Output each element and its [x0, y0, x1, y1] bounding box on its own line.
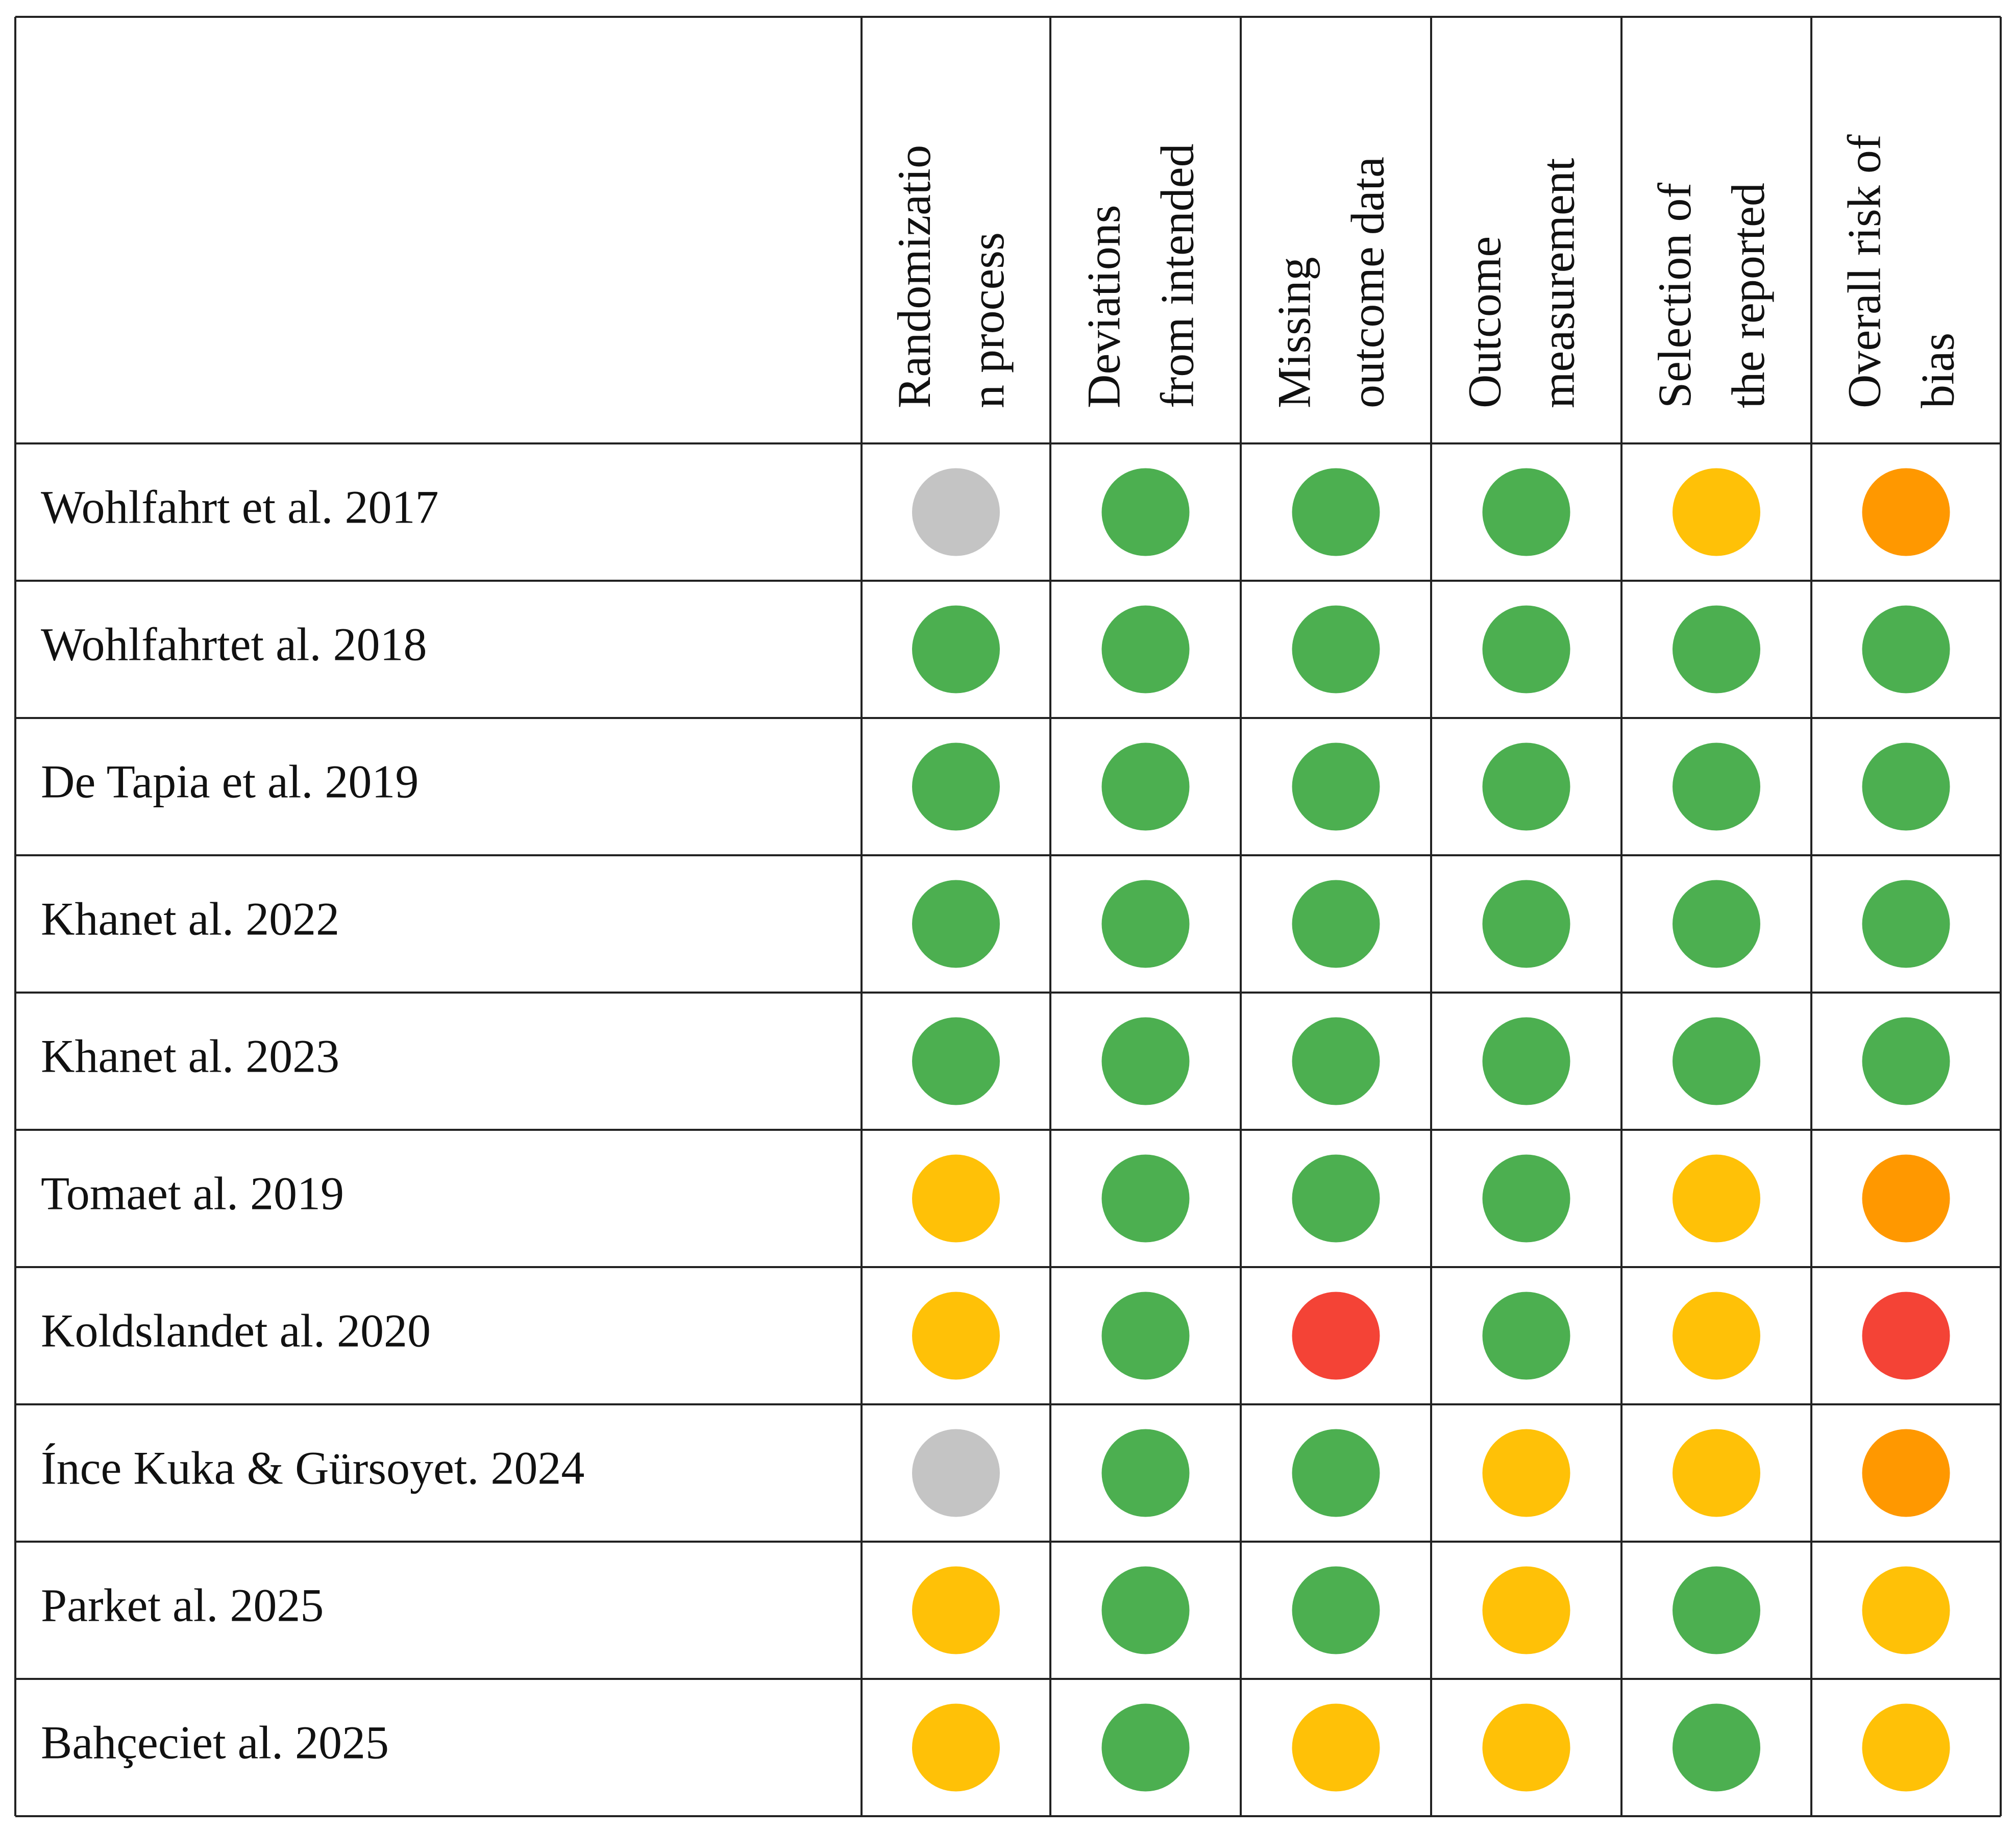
rating-dot — [1673, 742, 1760, 831]
rating-dot — [1482, 1429, 1570, 1517]
rating-dot — [1101, 1292, 1190, 1380]
rating-dot — [1482, 1292, 1570, 1380]
rating-dot — [912, 1154, 1000, 1243]
rating-dot — [1482, 1154, 1570, 1243]
column-header: Selection of — [1649, 183, 1701, 408]
rating-dot — [1673, 1292, 1760, 1380]
rating-dot — [1101, 1154, 1190, 1243]
rating-dot — [1862, 1292, 1950, 1380]
rating-dot — [1673, 1429, 1760, 1517]
study-name: Tomaet al. 2019 — [41, 1168, 344, 1220]
study-name: Koldslandet al. 2020 — [41, 1305, 431, 1357]
rating-dot — [1673, 880, 1760, 968]
column-header: Missing — [1268, 257, 1320, 408]
rating-dot — [1862, 1154, 1950, 1243]
rating-dot — [912, 1566, 1000, 1654]
rating-dot — [1292, 1292, 1380, 1380]
rating-dot — [1292, 742, 1380, 831]
rating-dot — [1101, 1017, 1190, 1105]
rating-dot — [1673, 1017, 1760, 1105]
rating-dot — [1862, 1703, 1950, 1792]
column-header: outcome data — [1342, 157, 1394, 408]
study-name: Wohlfahrt et al. 2017 — [41, 481, 438, 533]
column-header: Deviations — [1078, 205, 1130, 408]
rating-dot — [1673, 605, 1760, 694]
rating-dot — [1673, 1154, 1760, 1243]
study-name: Parket al. 2025 — [41, 1579, 324, 1631]
rating-dot — [1292, 1017, 1380, 1105]
study-name: De Tapia et al. 2019 — [41, 756, 419, 808]
rating-dot — [1101, 605, 1190, 694]
column-header: measurement — [1532, 158, 1584, 408]
rating-dot — [912, 742, 1000, 831]
rating-dot — [912, 1292, 1000, 1380]
column-header: from intended — [1151, 143, 1203, 408]
rating-dot — [912, 1703, 1000, 1792]
rating-dot — [1862, 1429, 1950, 1517]
study-name: Ínce Kuka & Gürsoyet. 2024 — [41, 1442, 584, 1494]
rating-dot — [1673, 468, 1760, 556]
column-header: Outcome — [1459, 236, 1511, 408]
rating-dot — [1862, 1566, 1950, 1654]
rating-dot — [1101, 468, 1190, 556]
rating-dot — [1482, 742, 1570, 831]
column-header: Overall risk of — [1838, 134, 1890, 408]
rating-dot — [1292, 1566, 1380, 1654]
column-header: the reported — [1722, 183, 1774, 408]
rating-dot — [1482, 1017, 1570, 1105]
rating-dot — [1101, 880, 1190, 968]
rating-dot — [1292, 1703, 1380, 1792]
rating-dot — [1482, 1703, 1570, 1792]
rating-dot — [1482, 880, 1570, 968]
column-header: Randomizatio — [888, 145, 940, 408]
rating-dot — [1673, 1703, 1760, 1792]
rating-dot — [1482, 605, 1570, 694]
rating-dot — [912, 880, 1000, 968]
rating-dot — [1292, 468, 1380, 556]
rating-dot — [1862, 742, 1950, 831]
rating-dot — [1862, 880, 1950, 968]
rating-dot — [1292, 1429, 1380, 1517]
rating-dot — [1292, 605, 1380, 694]
rating-dot — [912, 1429, 1000, 1517]
study-name: Khanet al. 2023 — [41, 1030, 339, 1082]
rating-dot — [1292, 1154, 1380, 1243]
column-header: bias — [1912, 333, 1964, 408]
rating-dot — [1101, 742, 1190, 831]
rating-dot — [912, 1017, 1000, 1105]
rating-dot — [1862, 468, 1950, 556]
column-header: n process — [962, 232, 1014, 408]
rating-dot — [1862, 1017, 1950, 1105]
rating-dot — [1482, 1566, 1570, 1654]
study-name: Wohlfahrtet al. 2018 — [41, 618, 427, 671]
rating-dot — [1482, 468, 1570, 556]
study-name: Khanet al. 2022 — [41, 893, 339, 945]
rating-dot — [912, 468, 1000, 556]
study-name: Bahçeciet al. 2025 — [41, 1717, 389, 1769]
rating-dot — [1101, 1429, 1190, 1517]
rating-dot — [912, 605, 1000, 694]
rating-dot — [1673, 1566, 1760, 1654]
rating-dot — [1101, 1566, 1190, 1654]
rating-dot — [1862, 605, 1950, 694]
rating-dot — [1292, 880, 1380, 968]
rating-dot — [1101, 1703, 1190, 1792]
